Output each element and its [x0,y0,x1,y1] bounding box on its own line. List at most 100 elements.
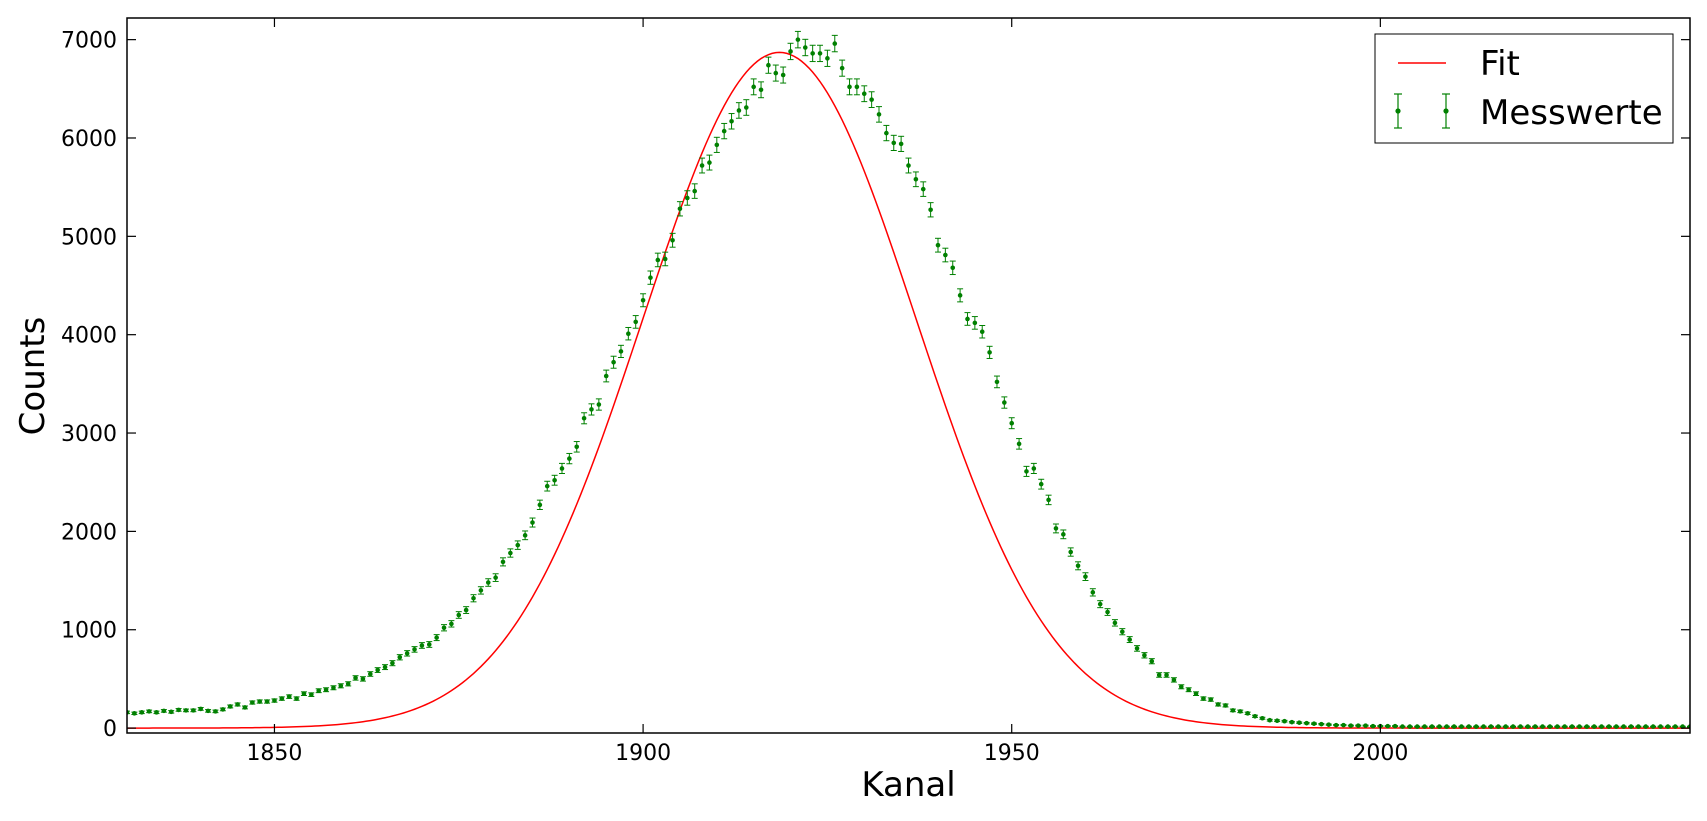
data-point [308,692,315,697]
data-point [625,326,632,341]
data-marker [471,595,476,601]
data-marker [1127,637,1132,642]
data-point [234,702,241,707]
data-marker [168,709,174,715]
data-point [721,122,728,140]
data-point [632,315,639,329]
data-point [1126,636,1133,644]
data-marker [323,687,329,693]
data-point [1532,724,1539,729]
data-marker [1591,724,1597,729]
y-axis-title: Counts [13,317,53,436]
data-point [352,675,359,681]
data-point [1134,645,1141,652]
data-marker [227,704,233,709]
data-point [492,573,499,582]
data-marker [522,533,528,538]
data-marker [493,575,498,580]
data-point [647,270,654,285]
data-point [993,375,1000,389]
data-marker [1193,691,1199,696]
data-marker [1459,724,1464,729]
data-marker [965,316,970,322]
data-marker [670,237,675,243]
data-point [1561,724,1568,729]
data-marker [1422,724,1427,729]
data-point [426,641,433,648]
plot-frame [126,17,1691,734]
data-marker [1061,532,1066,537]
data-marker [633,319,639,325]
data-marker [825,56,830,61]
data-marker [1414,724,1420,729]
data-point [1045,494,1052,506]
data-marker [382,664,388,670]
data-marker [898,141,904,147]
data-marker [367,671,373,677]
data-marker [699,163,705,168]
data-marker [1695,724,1700,729]
data-point [898,135,905,152]
data-marker [677,206,683,212]
data-point [1281,718,1288,724]
fit-curve [127,51,1690,729]
data-point [1067,547,1074,557]
data-point [735,102,742,119]
data-point [367,671,374,677]
data-point [205,708,212,714]
data-marker [832,41,838,46]
data-point [964,312,971,326]
data-marker [530,520,535,525]
data-marker [1134,646,1140,651]
data-point [986,345,993,359]
data-point [249,700,256,705]
data-marker [176,707,181,713]
data-marker [1319,721,1324,727]
data-marker [449,621,454,627]
y-tick-label: 3000 [61,422,117,447]
data-marker [559,466,565,471]
data-point [1620,724,1627,729]
data-point [1635,724,1642,729]
data-marker [1296,720,1302,725]
data-marker [1311,721,1317,726]
data-point [1487,724,1494,729]
data-point [1244,711,1251,716]
y-tick-label: 5000 [61,225,117,250]
data-marker [1068,549,1073,555]
data-marker [198,706,204,712]
data-point [581,412,588,425]
data-marker [139,710,145,715]
data-point [1288,719,1295,725]
data-marker [1672,724,1678,729]
data-point [765,56,772,74]
legend-messwerte-swatch [1394,93,1450,129]
data-point [1333,722,1340,728]
data-point [1148,658,1155,665]
y-tick-label: 4000 [61,324,117,349]
data-marker [854,84,860,90]
data-marker [360,676,366,682]
data-marker [1215,702,1221,707]
x-tick-label: 1950 [984,741,1040,766]
y-tick-label: 2000 [61,520,117,545]
data-marker [751,84,756,90]
data-point [868,91,875,108]
data-marker [1038,481,1044,487]
data-point [1436,724,1443,729]
data-point [802,38,809,57]
x-tick-label: 1850 [246,741,302,766]
data-point [558,462,565,474]
data-marker [766,62,771,68]
data-point [382,664,389,671]
data-point [1642,724,1649,729]
data-point [1355,723,1362,728]
data-point [920,181,927,197]
data-point [1119,628,1126,636]
data-point [264,699,271,704]
data-point [212,709,219,714]
data-marker [309,692,314,697]
data-marker [485,580,491,585]
data-marker [721,128,727,134]
data-marker [1658,724,1663,729]
